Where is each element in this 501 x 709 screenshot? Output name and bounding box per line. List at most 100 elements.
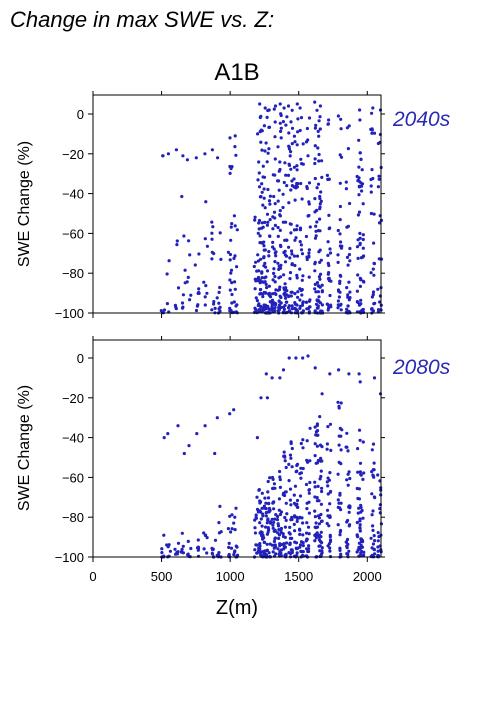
y-tick-label: 0 [77, 107, 84, 122]
scatter-point [314, 123, 318, 127]
scatter-point [372, 548, 376, 552]
y-tick-label: −100 [55, 306, 84, 321]
scatter-point [282, 307, 286, 311]
scatter-point [258, 102, 262, 106]
scatter-point [319, 474, 323, 479]
scatter-point [279, 113, 283, 118]
scatter-point [174, 148, 178, 152]
scatter-point [370, 492, 374, 496]
scatter-point [371, 528, 375, 533]
scatter-point [257, 269, 261, 273]
scatter-point [229, 238, 233, 242]
scatter-point [188, 253, 192, 257]
scatter-point [292, 254, 297, 258]
scatter-point [227, 545, 231, 550]
scatter-point [174, 305, 178, 309]
scatter-point [259, 140, 263, 144]
scatter-point [345, 307, 349, 311]
scatter-point [230, 527, 234, 531]
scatter-point [283, 515, 287, 520]
scatter-point [285, 541, 289, 545]
scatter-point [313, 100, 317, 104]
scatter-point [355, 533, 359, 537]
scatter-point [271, 240, 275, 244]
scatter-point [373, 539, 377, 543]
scatter-point [217, 290, 221, 294]
scatter-point [336, 498, 340, 502]
scatter-point [313, 442, 317, 446]
scatter-point [300, 197, 304, 201]
scatter-point [273, 536, 277, 540]
scatter-point [210, 257, 214, 261]
scatter-point [359, 543, 363, 547]
scatter-point [213, 306, 217, 310]
scatter-point [264, 501, 268, 505]
scatter-point [228, 278, 232, 282]
scatter-point [259, 195, 263, 199]
scatter-point [279, 295, 283, 300]
scatter-point [296, 295, 300, 299]
scatter-point [369, 190, 373, 194]
scatter-point [273, 223, 277, 227]
scatter-point [202, 547, 206, 551]
scatter-point [196, 538, 200, 542]
scatter-point [304, 539, 308, 543]
scatter-point [195, 304, 199, 308]
scatter-point [328, 490, 332, 494]
scatter-point [316, 182, 321, 186]
scatter-point [358, 284, 362, 288]
scatter-point [372, 495, 376, 499]
scatter-point [262, 187, 266, 191]
scatter-point [336, 306, 340, 310]
scatter-point [165, 302, 169, 306]
scatter-point [313, 525, 317, 529]
scatter-point [283, 303, 287, 308]
scatter-point [230, 301, 234, 305]
scatter-point [258, 542, 262, 546]
scatter-point [261, 280, 265, 284]
scatter-point [264, 291, 268, 295]
scatter-point [336, 472, 340, 476]
scatter-point [253, 518, 257, 522]
scatter-point [372, 376, 377, 380]
scatter-point [372, 261, 376, 265]
scatter-point [268, 234, 272, 238]
scatter-point [189, 293, 193, 297]
scatter-point [285, 184, 289, 188]
scatter-point [233, 287, 237, 291]
scatter-point [307, 275, 311, 279]
scatter-point [289, 120, 293, 124]
scatter-point [338, 281, 342, 285]
scatter-point [266, 490, 270, 494]
scatter-point [288, 277, 292, 281]
scatter-point [308, 459, 312, 463]
scatter-point [307, 116, 312, 120]
scatter-point [370, 128, 374, 132]
scatter-point [378, 300, 382, 304]
scatter-point [259, 396, 263, 400]
scatter-point [294, 356, 298, 360]
scatter-point [284, 501, 288, 505]
scatter-point [270, 376, 274, 380]
scatter-point [305, 501, 309, 505]
scatter-point [318, 549, 322, 553]
scatter-point [313, 287, 317, 291]
scatter-point [265, 223, 269, 227]
scatter-point [185, 158, 189, 162]
scatter-point [348, 246, 352, 251]
scatter-point [313, 366, 317, 370]
scatter-point [233, 145, 237, 149]
scatter-point [185, 280, 189, 284]
scatter-point [348, 259, 352, 263]
scatter-point [356, 511, 360, 515]
scatter-point [180, 531, 184, 535]
scatter-point [346, 263, 350, 267]
scatter-point [339, 240, 343, 244]
scatter-point [301, 541, 305, 545]
scatter-point [281, 220, 285, 224]
scatter-point [286, 104, 291, 108]
scatter-point [306, 154, 310, 158]
scatter-point [230, 513, 234, 517]
scatter-point [361, 237, 365, 242]
scatter-point [254, 543, 258, 547]
